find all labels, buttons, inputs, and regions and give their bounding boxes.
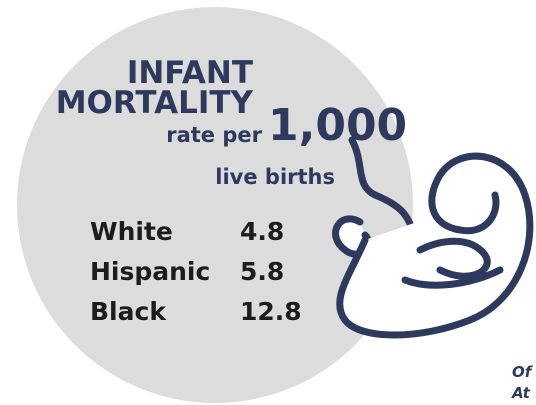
row-label: Hispanic xyxy=(90,257,210,286)
row-value: 4.8 xyxy=(240,217,284,246)
rate-label: rate per xyxy=(166,123,262,147)
footer-text: Of xyxy=(512,363,534,381)
infographic: INFANT MORTALITY rate per 1,000 live bir… xyxy=(0,0,536,405)
rate-number: 1,000 xyxy=(268,100,407,151)
row-label: Black xyxy=(90,297,167,326)
row-value: 12.8 xyxy=(240,297,302,326)
row-label: White xyxy=(90,217,173,246)
title-line: MORTALITY xyxy=(56,85,254,121)
footer-text: At xyxy=(511,384,531,402)
row-value: 5.8 xyxy=(240,257,284,286)
unit-label: live births xyxy=(215,165,335,189)
